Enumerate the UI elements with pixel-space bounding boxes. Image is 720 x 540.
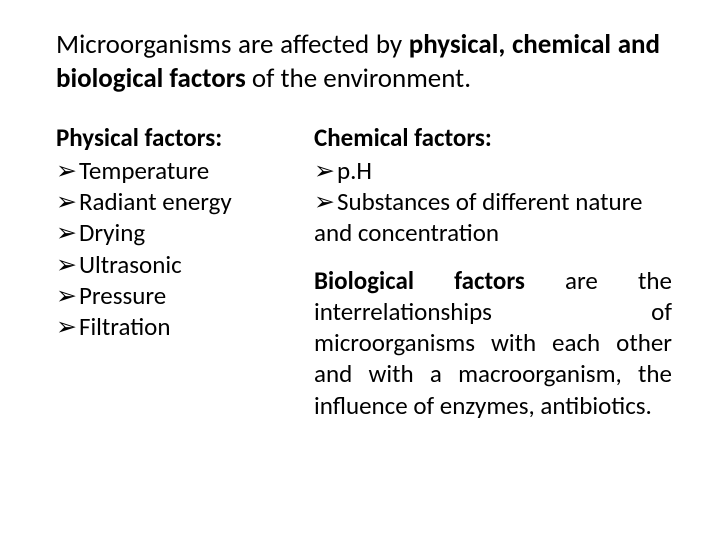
left-column: Physical factors: ➢ Temperature ➢ Radian… (56, 122, 286, 343)
list-item: ➢ Filtration (56, 311, 286, 342)
bullet-text: Ultrasonic (79, 249, 182, 280)
chevron-right-icon: ➢ (56, 217, 77, 248)
list-item: ➢ p.H (314, 155, 672, 186)
chemical-heading: Chemical factors: (314, 122, 672, 153)
bullet-text: Radiant energy (79, 186, 232, 217)
biological-bold: Biological factors (314, 265, 525, 296)
bullet-text: Temperature (79, 155, 209, 186)
biological-paragraph: Biological factors are the interrelation… (314, 265, 672, 421)
bullet-text: Drying (79, 217, 145, 248)
list-item: ➢ Pressure (56, 280, 286, 311)
bullet-text: Pressure (79, 280, 166, 311)
bullet-text: p.H (337, 155, 372, 186)
intro-prefix: Microorganisms are affected by (56, 28, 409, 61)
slide: Microorganisms are affected by physical,… (0, 0, 720, 540)
chevron-right-icon: ➢ (56, 249, 77, 280)
bullet-text: Substances of different nature and conce… (314, 186, 642, 248)
list-item: ➢ Drying (56, 217, 286, 248)
list-item: ➢ Ultrasonic (56, 249, 286, 280)
list-item: ➢ Temperature (56, 155, 286, 186)
columns: Physical factors: ➢ Temperature ➢ Radian… (56, 122, 680, 421)
chevron-right-icon: ➢ (314, 186, 335, 217)
physical-heading: Physical factors: (56, 122, 286, 153)
chevron-right-icon: ➢ (314, 155, 335, 186)
right-column: Chemical factors: ➢ p.H ➢Substances of d… (314, 122, 680, 421)
list-item: ➢ Radiant energy (56, 186, 286, 217)
intro-paragraph: Microorganisms are affected by physical,… (56, 28, 680, 96)
list-item: ➢Substances of different nature and conc… (314, 186, 672, 249)
chevron-right-icon: ➢ (56, 311, 77, 342)
chevron-right-icon: ➢ (56, 155, 77, 186)
chevron-right-icon: ➢ (56, 186, 77, 217)
chevron-right-icon: ➢ (56, 280, 77, 311)
intro-suffix: of the environment. (246, 62, 471, 95)
bullet-text: Filtration (79, 311, 171, 342)
